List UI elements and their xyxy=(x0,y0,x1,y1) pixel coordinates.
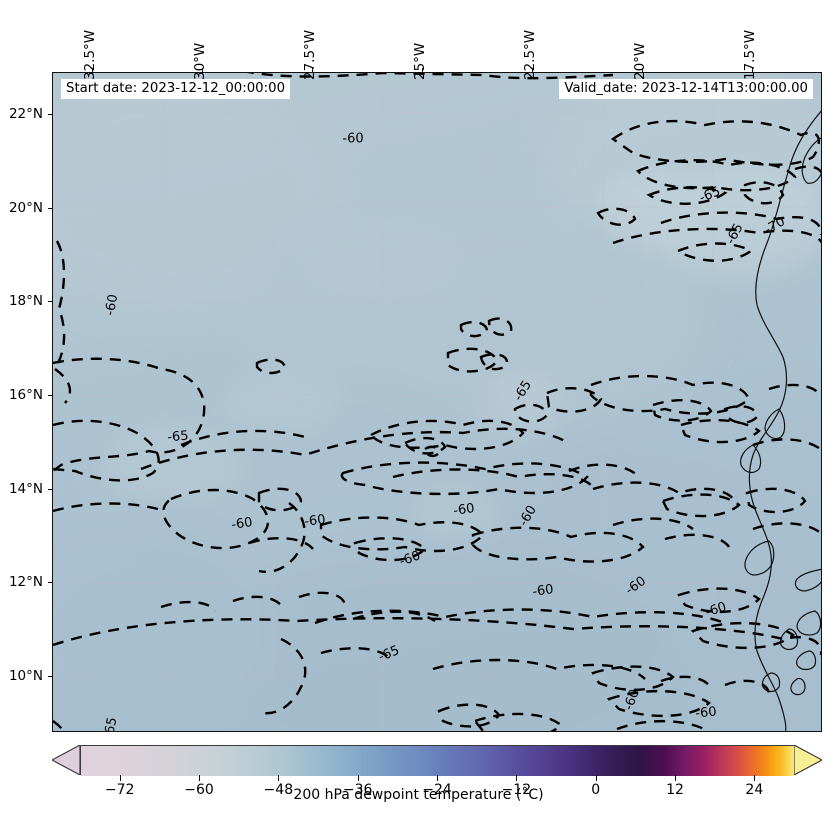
colorbar-tick-label: −72 xyxy=(104,782,135,798)
colorbar-gradient xyxy=(80,745,795,776)
colorbar-tickmark xyxy=(437,775,439,781)
lon-tickmark xyxy=(751,68,753,72)
colorbar: −72 −60 −48 −36 −24 −12 0 12 24 xyxy=(52,745,822,798)
contour-lines xyxy=(53,73,821,731)
colorbar-tickmark xyxy=(119,775,121,781)
colorbar-tick-label: 0 xyxy=(591,782,601,798)
coastline xyxy=(740,110,821,731)
colorbar-tickmark xyxy=(278,775,280,781)
lat-tick-label: 18°N xyxy=(8,293,43,310)
contour-label: -60 xyxy=(452,501,476,519)
lat-tickmark xyxy=(48,488,52,490)
colorbar-tickmark xyxy=(516,775,518,781)
field-svg xyxy=(53,73,821,731)
colorbar-extend-left-arrow-icon xyxy=(52,745,80,775)
colorbar-tickmark xyxy=(595,775,597,781)
lat-tick-label: 20°N xyxy=(8,199,43,216)
lat-tickmark xyxy=(48,394,52,397)
colorbar-extend-right-arrow-icon xyxy=(794,745,822,775)
lat-tickmark xyxy=(48,207,52,209)
colorbar-tick-label: −48 xyxy=(263,782,294,798)
colorbar-tick-label: −12 xyxy=(501,782,532,798)
colorbar-tickmark xyxy=(199,775,201,781)
colorbar-gradient-svg xyxy=(81,746,795,776)
lat-tickmark xyxy=(48,301,52,303)
contour-label: -60 xyxy=(694,704,718,722)
lat-tick-label: 16°N xyxy=(8,386,43,403)
colorbar-tick-label: 24 xyxy=(745,782,764,798)
colorbar-tick-label: −60 xyxy=(184,782,214,798)
start-date-annotation: Start date: 2023-12-12_00:00:00 xyxy=(61,79,291,100)
colorbar-axis-label: 200 hPa dewpoint temperature (˚C) xyxy=(293,787,544,803)
dewpoint-field-raster xyxy=(53,73,821,731)
lat-tick-label: 10°N xyxy=(8,667,43,684)
contour-label: -60 xyxy=(230,515,254,533)
lat-tickmark xyxy=(48,582,52,584)
contour-label: -60 xyxy=(303,512,327,530)
contour-label: -65 xyxy=(166,428,190,446)
lon-tickmark xyxy=(531,68,533,72)
colorbar-tick-label: 12 xyxy=(666,782,684,798)
lat-tick-label: 14°N xyxy=(8,480,43,497)
contour-label: -65 xyxy=(101,716,121,732)
valid-date-annotation: Valid_date: 2023-12-14T13:00:00.00 xyxy=(559,79,813,100)
colorbar-tickmark xyxy=(357,775,359,781)
lon-tickmark xyxy=(91,68,93,72)
colorbar-tickmark xyxy=(754,775,756,781)
colorbar-tick-label: −36 xyxy=(342,782,373,798)
colorbar-tickmark xyxy=(675,775,677,781)
lat-tickmark xyxy=(48,114,52,116)
lat-tickmark xyxy=(48,675,52,677)
graticule-lines xyxy=(53,73,821,731)
lon-tickmark xyxy=(201,68,203,72)
lon-tickmark xyxy=(421,68,423,72)
colorbar-tick-label: −24 xyxy=(422,782,452,798)
contour-label: -60 xyxy=(531,582,555,600)
lon-tickmark xyxy=(641,68,643,72)
lat-tick-label: 22°N xyxy=(8,106,43,123)
lon-tickmark xyxy=(311,68,313,72)
lat-tick-label: 12°N xyxy=(8,574,43,591)
contour-label: -60 xyxy=(342,131,364,147)
map-plot-area: -60 -65 -65 -70 -70 -60 -65 -65 -60 -60 -60 -60 -60-… xyxy=(52,72,822,732)
